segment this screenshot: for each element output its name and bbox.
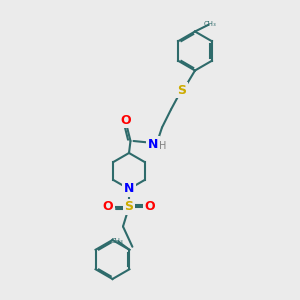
Text: CH₃: CH₃ bbox=[111, 238, 124, 244]
Text: N: N bbox=[124, 182, 134, 196]
Text: O: O bbox=[103, 200, 113, 214]
Text: N: N bbox=[148, 137, 158, 151]
Text: O: O bbox=[145, 200, 155, 214]
Text: S: S bbox=[177, 83, 186, 97]
Text: CH₃: CH₃ bbox=[204, 21, 216, 27]
Text: H: H bbox=[159, 141, 166, 151]
Text: O: O bbox=[121, 113, 131, 127]
Text: S: S bbox=[124, 200, 134, 214]
